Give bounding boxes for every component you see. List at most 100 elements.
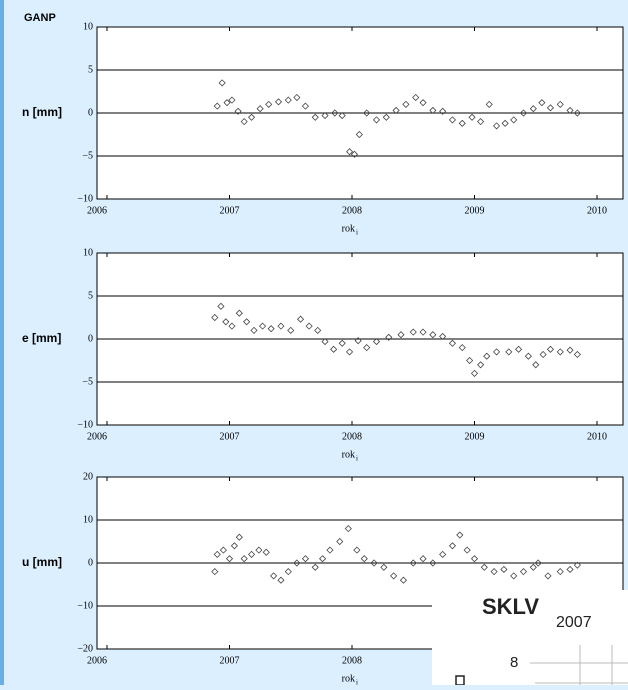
data-point — [301, 555, 310, 563]
data-point — [529, 563, 537, 571]
data-point — [372, 338, 381, 346]
data-point — [228, 322, 236, 330]
data-point — [250, 326, 258, 334]
x-axis-label: rok — [342, 223, 355, 234]
data-point — [338, 112, 346, 120]
y-axis-label: e [mm] — [22, 331, 61, 345]
data-point — [265, 100, 273, 108]
data-point — [321, 112, 329, 120]
data-point — [240, 555, 248, 563]
data-point — [259, 322, 267, 330]
x-tick-label: 2006 — [87, 205, 107, 216]
y-tick-label: 0 — [88, 557, 93, 568]
data-point — [419, 555, 427, 563]
data-point — [284, 568, 292, 576]
y-tick-label: 5 — [88, 64, 93, 75]
x-tick-label: 2007 — [220, 205, 240, 216]
data-point — [397, 331, 405, 339]
data-point — [274, 98, 283, 106]
data-point — [532, 361, 540, 369]
data-point — [483, 352, 491, 360]
x-tick-label: 2009 — [465, 431, 485, 442]
data-point — [284, 96, 292, 104]
data-point — [321, 338, 329, 346]
data-point — [385, 333, 393, 341]
data-point — [267, 325, 275, 333]
data-point — [490, 568, 498, 576]
data-point — [463, 546, 471, 554]
y-tick-label: 10 — [83, 514, 93, 525]
data-point — [211, 313, 219, 322]
data-point — [247, 550, 256, 558]
data-point — [277, 576, 285, 584]
data-point — [353, 546, 361, 554]
data-point — [380, 563, 388, 571]
data-point — [456, 531, 464, 539]
data-point — [538, 99, 546, 107]
data-point — [240, 118, 248, 126]
data-point — [293, 559, 301, 567]
data-point — [222, 318, 230, 326]
data-point — [331, 109, 339, 117]
data-point — [466, 356, 474, 365]
data-point — [480, 563, 488, 571]
y-tick-label: −10 — [77, 193, 93, 204]
data-point — [419, 99, 427, 107]
data-point — [556, 568, 564, 576]
data-point — [390, 572, 398, 580]
x-axis-label: rok — [342, 449, 355, 460]
data-point — [429, 106, 437, 114]
x-tick-label: 2006 — [87, 655, 107, 666]
x-tick-label: 2010 — [587, 205, 607, 216]
y-tick-label: −5 — [82, 376, 93, 387]
y-tick-label: −10 — [77, 419, 93, 430]
data-point — [409, 559, 417, 567]
station-title: GANP — [24, 12, 56, 24]
x-tick-label: 2009 — [465, 205, 485, 216]
data-point — [470, 555, 479, 563]
data-point — [439, 332, 447, 340]
data-point — [262, 548, 270, 556]
data-point — [566, 346, 574, 354]
data-point — [566, 106, 574, 114]
data-point — [510, 116, 518, 124]
left-edge — [0, 0, 4, 685]
data-point — [458, 119, 466, 127]
data-point — [439, 550, 447, 558]
overlay-tick-label: 8 — [510, 654, 518, 671]
data-point — [468, 113, 476, 121]
x-tick-label: 2006 — [87, 431, 107, 442]
data-point — [314, 326, 322, 334]
data-point — [439, 107, 447, 115]
data-point — [573, 561, 581, 569]
y-tick-label: 0 — [88, 107, 93, 118]
data-point — [319, 555, 327, 563]
y-tick-label: −20 — [77, 643, 93, 654]
data-point — [230, 542, 238, 550]
data-point — [293, 93, 301, 102]
data-point — [256, 105, 264, 113]
data-point — [213, 102, 221, 110]
data-point — [287, 326, 295, 334]
overlay-subtitle: 2007 — [556, 614, 592, 631]
data-point — [501, 119, 509, 127]
data-point — [305, 322, 313, 330]
data-point — [360, 555, 368, 563]
data-point — [409, 328, 417, 336]
data-point — [336, 537, 344, 546]
data-point — [556, 100, 564, 108]
data-point — [234, 107, 242, 115]
data-point — [485, 100, 493, 108]
data-point — [217, 302, 225, 310]
data-point — [326, 546, 334, 554]
data-point — [225, 555, 234, 563]
y-axis-label: n [mm] — [22, 105, 62, 119]
x-tick-label: 2008 — [342, 655, 362, 666]
data-point — [270, 572, 278, 580]
x-tick-label: 2008 — [342, 431, 362, 442]
y-axis-label: u [mm] — [22, 555, 62, 569]
overlay-title: SKLV — [482, 594, 539, 619]
data-point — [492, 122, 501, 130]
data-point — [573, 109, 581, 117]
data-point — [448, 116, 457, 124]
